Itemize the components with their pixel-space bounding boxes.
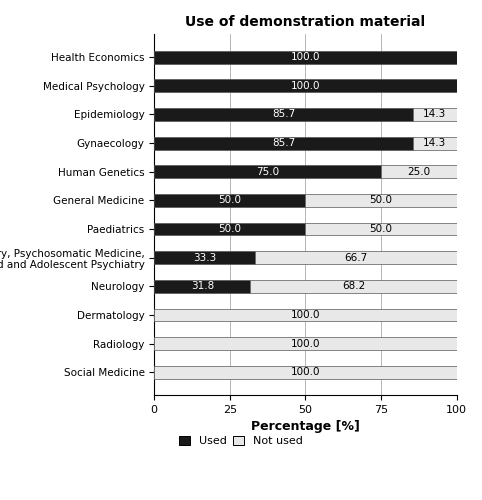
Text: 31.8: 31.8	[191, 282, 214, 292]
Text: 100.0: 100.0	[291, 310, 320, 320]
Bar	[306, 222, 456, 235]
Bar	[154, 251, 255, 264]
Text: 100.0: 100.0	[291, 338, 320, 348]
Title: Use of demonstration material: Use of demonstration material	[185, 15, 426, 29]
Bar	[306, 194, 456, 207]
Text: 68.2: 68.2	[342, 282, 365, 292]
Bar	[154, 80, 456, 92]
Text: 50.0: 50.0	[218, 196, 241, 205]
Text: 100.0: 100.0	[291, 368, 320, 378]
Bar	[154, 136, 413, 149]
Bar	[255, 251, 456, 264]
Bar	[154, 194, 306, 207]
Text: 66.7: 66.7	[344, 252, 367, 262]
Text: 100.0: 100.0	[291, 52, 320, 62]
Legend: Used, Not used: Used, Not used	[175, 432, 307, 451]
Text: 50.0: 50.0	[218, 224, 241, 234]
X-axis label: Percentage [%]: Percentage [%]	[251, 420, 360, 434]
Bar	[154, 366, 456, 378]
Bar	[154, 222, 306, 235]
Text: 100.0: 100.0	[291, 81, 320, 91]
Bar	[413, 108, 456, 121]
Text: 75.0: 75.0	[256, 167, 279, 177]
Bar	[250, 280, 456, 293]
Bar	[154, 308, 456, 322]
Bar	[154, 280, 250, 293]
Text: 50.0: 50.0	[369, 196, 392, 205]
Text: 14.3: 14.3	[423, 138, 446, 148]
Text: 25.0: 25.0	[407, 167, 430, 177]
Bar	[154, 50, 456, 64]
Text: 33.3: 33.3	[193, 252, 216, 262]
Text: 85.7: 85.7	[272, 110, 295, 120]
Bar	[154, 166, 381, 178]
Bar	[413, 136, 456, 149]
Bar	[381, 166, 456, 178]
Bar	[154, 337, 456, 350]
Text: 14.3: 14.3	[423, 110, 446, 120]
Text: 85.7: 85.7	[272, 138, 295, 148]
Bar	[154, 108, 413, 121]
Text: 50.0: 50.0	[369, 224, 392, 234]
